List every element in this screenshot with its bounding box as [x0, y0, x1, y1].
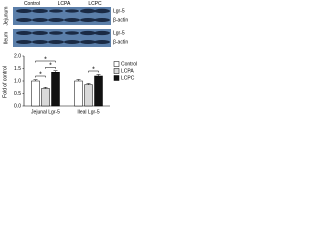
legend-label: LCPC: [121, 75, 135, 81]
error-bar: [96, 74, 101, 76]
legend-label: LCPA: [121, 68, 134, 74]
figure: Control LCPA LCPC Jejunum Ileum Lgr-5 β-…: [2, 1, 137, 116]
lane-label: Control: [24, 1, 40, 7]
error-bar: [43, 87, 48, 89]
band-label: β-actin: [113, 17, 128, 23]
band-label: β-actin: [113, 39, 128, 45]
significance-bracket: [35, 75, 46, 78]
significance-bracket: [88, 70, 99, 73]
y-tick-label: 0.0: [14, 103, 21, 109]
legend-swatch: [113, 61, 120, 67]
lane-label: LCPA: [58, 1, 71, 7]
lane-label: LCPC: [88, 1, 102, 7]
bar: [41, 88, 50, 107]
x-tick-label: Ileal Lgr-5: [77, 109, 99, 115]
error-bar: [33, 79, 38, 81]
x-tick-label: Jejunal Lgr-5: [31, 109, 60, 115]
error-bar: [86, 83, 91, 85]
y-axis-label: Fold of control: [2, 66, 8, 98]
error-bar: [53, 70, 58, 73]
y-tick-label: 1.0: [14, 78, 21, 84]
bar: [31, 80, 40, 107]
legend-label: Control: [121, 61, 137, 67]
legend-swatch: [113, 68, 120, 74]
significance-bracket: [35, 60, 56, 63]
significance-star: *: [49, 63, 52, 70]
significance-star: *: [39, 71, 42, 78]
significance-bracket: [45, 67, 56, 69]
y-tick-label: 0.5: [14, 91, 21, 97]
band-label: Lgr-5: [113, 30, 125, 36]
y-tick-label: 1.5: [14, 66, 21, 72]
bands: [16, 8, 110, 44]
error-bar: [76, 79, 81, 81]
bar: [51, 72, 60, 107]
bar: [94, 75, 103, 107]
bar: [84, 84, 93, 107]
significance-star: *: [44, 56, 47, 63]
band-label: Lgr-5: [113, 8, 125, 14]
legend-swatch: [113, 75, 120, 81]
tissue-label: Ileum: [3, 32, 9, 44]
bar: [74, 80, 83, 107]
significance-star: *: [92, 66, 95, 73]
y-tick-label: 2.0: [14, 53, 21, 59]
tissue-label: Jejunum: [3, 7, 9, 26]
